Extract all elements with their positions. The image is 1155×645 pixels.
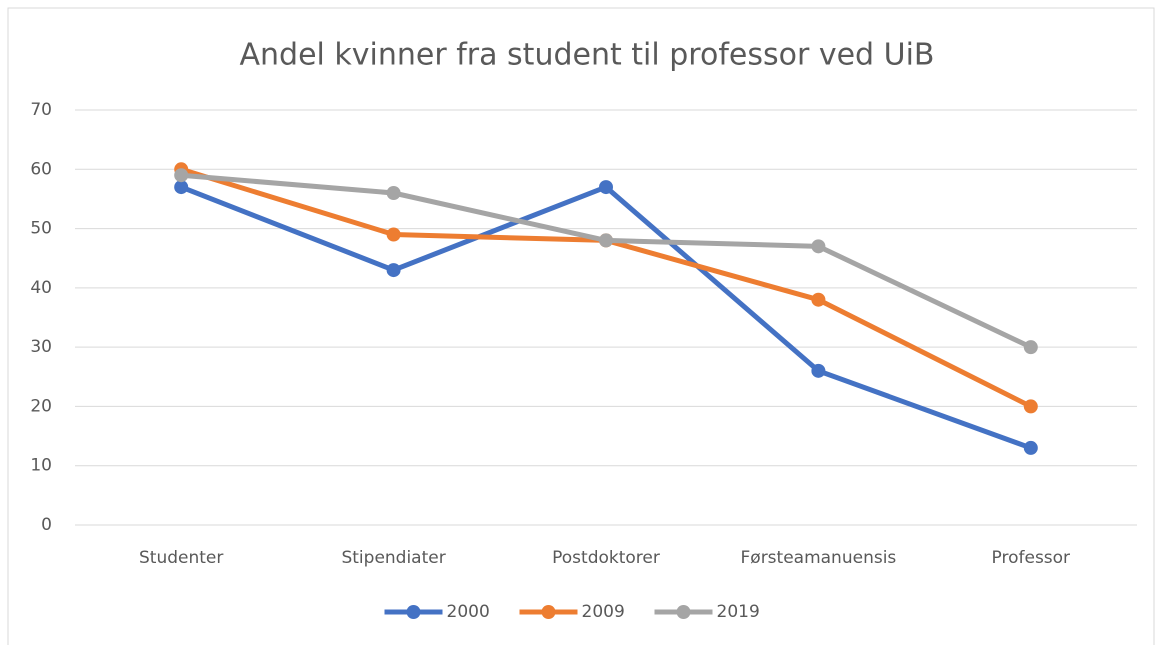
chart-border [7,7,1155,645]
data-point [1023,340,1038,355]
data-point [599,180,613,195]
y-tick-label: 20 [30,396,52,416]
x-tick-label: Postdoktorer [552,548,660,568]
y-tick-label: 60 [30,159,52,179]
y-tick-label: 70 [30,100,52,120]
data-point [174,168,189,183]
data-point [386,263,401,278]
legend-marker [676,605,691,619]
y-tick-label: 50 [30,219,52,239]
legend-marker [541,605,556,619]
chart-title: Andel kvinner fra student til professor … [240,38,935,73]
data-point [811,363,826,378]
x-tick-label: Professor [992,548,1071,568]
data-point [386,186,401,200]
legend-label: 2000 [447,602,490,622]
data-point [811,292,826,307]
data-point [1023,399,1038,414]
y-tick-label: 40 [30,278,52,298]
y-tick-label: 10 [30,456,52,476]
legend-label: 2009 [582,602,625,622]
data-point [1023,440,1038,455]
y-tick-label: 30 [30,337,52,357]
data-point [386,227,401,242]
data-point [811,239,826,254]
legend-label: 2019 [717,602,760,622]
x-tick-label: Stipendiater [341,548,445,568]
x-tick-label: Førsteamanuensis [741,548,897,568]
data-point [599,233,613,248]
y-tick-label: 0 [41,515,52,535]
x-tick-label: Studenter [139,548,223,568]
legend-marker [406,605,421,619]
data-point [174,180,189,195]
